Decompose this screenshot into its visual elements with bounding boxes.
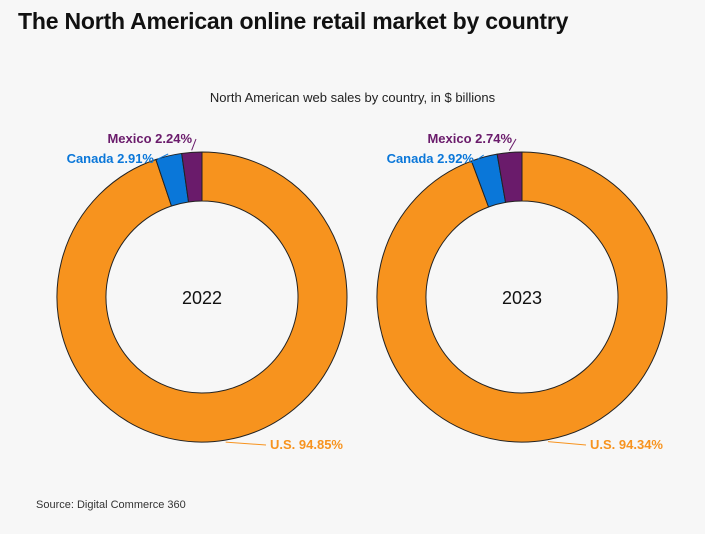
leader-line-mexico-2022	[191, 138, 197, 151]
donut-chart-2022: U.S. 94.85% Canada 2.91% Mexico 2.24% 2022	[56, 131, 348, 452]
slice-label-us-2023: U.S. 94.34%	[590, 437, 663, 452]
slice-label-us-2022: U.S. 94.85%	[270, 437, 343, 452]
slice-label-mexico-2023: Mexico 2.74%	[427, 131, 512, 146]
slice-us-2023	[376, 151, 668, 443]
leader-line-canada-2023	[477, 154, 484, 160]
slice-mexico-2022	[181, 151, 203, 203]
leader-line-mexico-2023	[508, 138, 517, 151]
chart-subtitle: North American web sales by country, in …	[209, 90, 496, 105]
slice-mexico-2023	[496, 151, 523, 203]
leader-line-canada-2022	[157, 153, 169, 160]
center-label-2022: 2022	[182, 288, 222, 308]
center-label-2023: 2023	[502, 288, 542, 308]
donut-chart-2023: U.S. 94.34% Canada 2.92% Mexico 2.74% 2023	[376, 131, 668, 452]
leader-line-us-2023	[547, 441, 587, 446]
chart-title: The North American online retail market …	[18, 8, 569, 34]
leader-line-us-2022	[225, 441, 267, 446]
slice-us-2022	[56, 151, 348, 443]
source-note: Source: Digital Commerce 360	[36, 499, 186, 511]
slice-label-canada-2023: Canada 2.92%	[387, 151, 475, 166]
slice-label-mexico-2022: Mexico 2.24%	[107, 131, 192, 146]
slice-label-canada-2022: Canada 2.91%	[67, 151, 155, 166]
